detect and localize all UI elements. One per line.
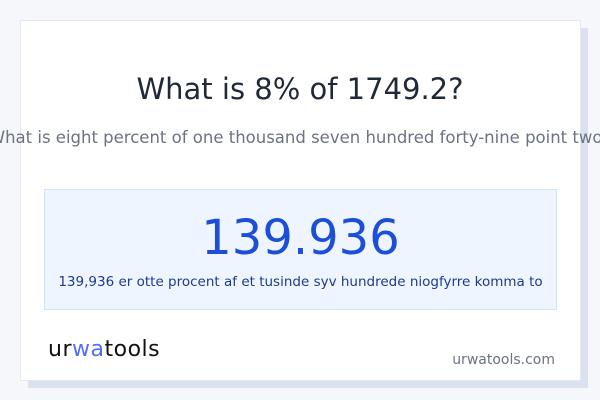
page-title: What is 8% of 1749.2? — [136, 72, 464, 106]
result-box: 139.936 139,936 er otte procent af et tu… — [44, 189, 557, 310]
site-url: urwatools.com — [452, 352, 555, 368]
logo-part: tools — [104, 337, 161, 362]
logo-part: ur — [48, 337, 72, 362]
logo: urwatools — [48, 337, 160, 362]
subtitle: What is eight percent of one thousand se… — [0, 128, 600, 147]
result-words: 139,936 er otte procent af et tusinde sy… — [58, 274, 543, 290]
logo-part-accent: wa — [72, 337, 105, 362]
result-value: 139.936 — [201, 210, 400, 266]
